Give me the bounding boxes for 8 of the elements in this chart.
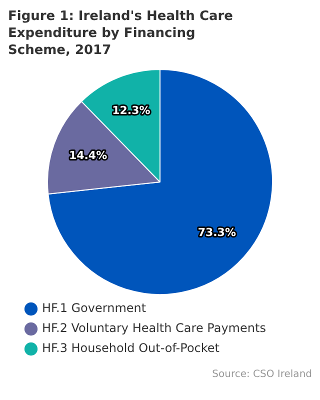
chart-title: Figure 1: Ireland's Health Care Expenditure by Financing Scheme, 2017 <box>8 8 234 59</box>
source-note: Source: CSO Ireland <box>211 369 312 380</box>
legend-label: HF.1 Government <box>42 301 146 316</box>
legend-label: HF.3 Household Out-of-Pocket <box>42 341 220 356</box>
data-label: 12.3% <box>112 104 150 117</box>
data-label: 73.3% <box>198 226 236 239</box>
legend-label: HF.2 Voluntary Health Care Payments <box>42 321 266 336</box>
data-label: 14.4% <box>68 148 108 162</box>
